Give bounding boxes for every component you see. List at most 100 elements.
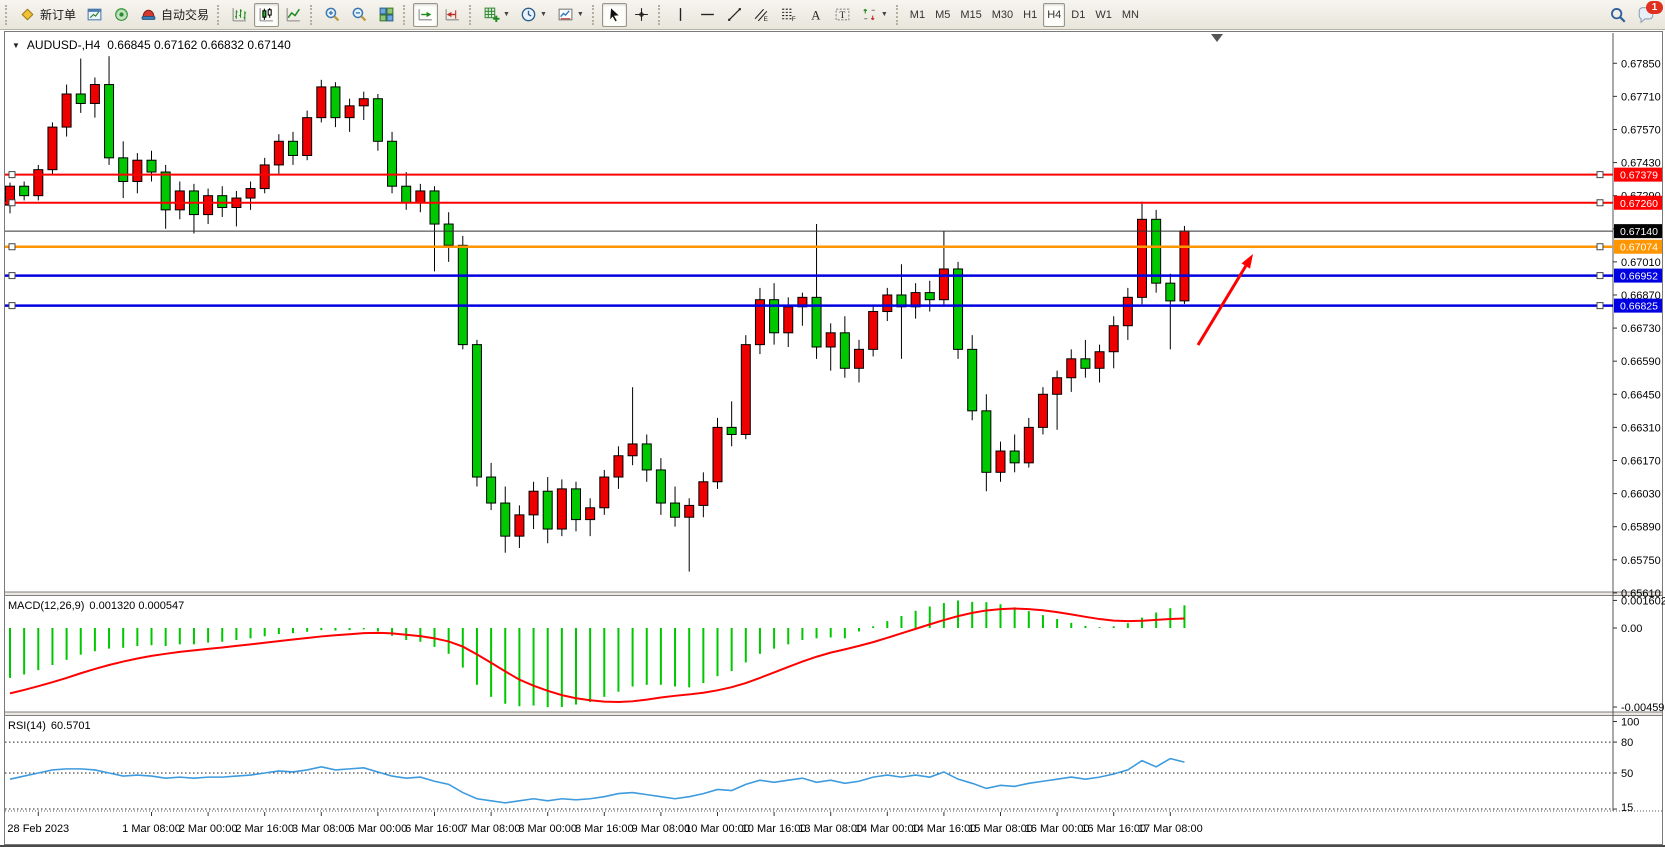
time-tick-label: 10 Mar 16:00 xyxy=(742,823,807,835)
dropdown-caret-icon[interactable]: ▼ xyxy=(503,11,510,18)
tf-d1-button-label: D1 xyxy=(1071,8,1086,21)
chart-dropdown-icon[interactable]: ▼ xyxy=(12,40,20,50)
bar-chart-button[interactable] xyxy=(227,3,252,27)
cursor-button[interactable] xyxy=(601,2,627,27)
notifications-button[interactable]: 1 xyxy=(1637,0,1663,24)
candle-up xyxy=(174,190,185,211)
level-line-handle[interactable] xyxy=(8,272,16,280)
candle-up xyxy=(302,117,313,156)
rsi-axis-label: 50 xyxy=(1621,768,1633,780)
candle-up xyxy=(1179,230,1190,302)
time-tick-label: 1 Mar 08:00 xyxy=(122,823,181,835)
chart-symbol-period: AUDUSD-,H4 xyxy=(26,38,101,52)
tf-m30-button[interactable]: M30 xyxy=(988,3,1017,27)
macd-axis-label: -0.004592 xyxy=(1621,702,1665,714)
tf-mn-button[interactable]: MN xyxy=(1118,3,1143,27)
arrow-annotation-shaft[interactable] xyxy=(1196,265,1248,346)
dropdown-caret-icon[interactable]: ▼ xyxy=(880,11,888,18)
horizontal-line-button[interactable] xyxy=(695,3,720,27)
auto-scroll-button[interactable] xyxy=(413,2,439,27)
level-line-handle[interactable] xyxy=(8,171,16,179)
candle-chart-button[interactable] xyxy=(254,2,280,27)
level-line-handle[interactable] xyxy=(1596,272,1604,280)
tf-h1-button[interactable]: H1 xyxy=(1019,3,1041,27)
charts-button[interactable] xyxy=(82,3,107,27)
candle-up xyxy=(868,311,879,350)
candle-down xyxy=(769,299,780,334)
level-line-handle[interactable] xyxy=(1596,171,1604,179)
crosshair-button[interactable] xyxy=(629,3,654,27)
candle-up xyxy=(1108,325,1119,353)
auto-scroll-icon xyxy=(417,6,434,23)
line-chart-button[interactable] xyxy=(281,3,306,27)
price-tick-label: 0.65750 xyxy=(1621,555,1661,567)
rsi-axis-label: 80 xyxy=(1621,737,1633,749)
tf-h4-button[interactable]: H4 xyxy=(1043,2,1066,27)
chart-shift-marker-icon[interactable] xyxy=(1211,34,1223,42)
dropdown-caret-icon[interactable]: ▼ xyxy=(539,11,547,18)
search-button[interactable] xyxy=(1609,6,1627,24)
vertical-line-button[interactable] xyxy=(668,3,693,27)
candle-up xyxy=(740,344,751,435)
chart-canvas[interactable]: 0.678500.677100.675700.674300.672900.671… xyxy=(0,30,1665,845)
candle-up xyxy=(316,86,327,119)
candle-down xyxy=(372,98,383,142)
templates-icon xyxy=(557,6,574,23)
templates-button[interactable]: ▼ xyxy=(553,3,588,27)
candle-up xyxy=(358,98,369,107)
vline-icon xyxy=(672,6,689,23)
candle-up xyxy=(1122,296,1133,327)
tf-m15-button[interactable]: M15 xyxy=(956,3,985,27)
new-order-button[interactable]: 新订单 xyxy=(15,3,80,27)
toolbar-grip xyxy=(469,4,474,25)
candle-down xyxy=(146,159,157,173)
autotrading-button[interactable]: 自动交易 xyxy=(136,3,213,27)
candle-up xyxy=(783,306,794,334)
pane-separator[interactable] xyxy=(5,592,1662,596)
tf-m1-button[interactable]: M1 xyxy=(906,3,929,27)
price-badge xyxy=(1614,298,1662,313)
tf-d1-button[interactable]: D1 xyxy=(1067,3,1089,27)
channel-button[interactable]: E xyxy=(749,3,774,27)
level-line-handle[interactable] xyxy=(1596,243,1604,251)
candle-down xyxy=(19,185,30,197)
zoom-out-button[interactable] xyxy=(347,3,372,27)
candle-down xyxy=(457,244,468,346)
macd-signal-line xyxy=(9,607,1185,704)
candle-down xyxy=(967,348,978,412)
arrows-button[interactable]: ▼ xyxy=(857,3,892,27)
tile-windows-button[interactable] xyxy=(374,3,399,27)
text-label-button[interactable]: T xyxy=(830,3,855,27)
indicators-button[interactable]: ▼ xyxy=(479,3,514,27)
level-line-handle[interactable] xyxy=(8,302,16,310)
level-line-handle[interactable] xyxy=(8,243,16,251)
candle-up xyxy=(259,164,270,190)
periods-button[interactable]: ▼ xyxy=(516,3,551,27)
candle-down xyxy=(330,86,341,119)
tf-w1-button[interactable]: W1 xyxy=(1091,3,1116,27)
price-badge xyxy=(1614,167,1662,182)
trendline-button[interactable] xyxy=(722,3,747,27)
pane-separator[interactable] xyxy=(5,712,1662,716)
price-badge xyxy=(1614,224,1662,239)
zoom-in-button[interactable] xyxy=(320,3,345,27)
toolbar-grip xyxy=(5,4,10,25)
candle-up xyxy=(245,188,256,199)
arrow-annotation-head[interactable] xyxy=(1241,254,1253,269)
level-line-handle[interactable] xyxy=(8,199,16,207)
expert-advisors-button[interactable] xyxy=(109,3,134,27)
time-tick-label: 17 Mar 08:00 xyxy=(1138,823,1203,835)
macd-values: 0.001320 0.000547 xyxy=(89,600,185,612)
fibonacci-button[interactable]: F xyxy=(776,3,801,27)
tf-m5-button[interactable]: M5 xyxy=(931,3,954,27)
chart-shift-button[interactable] xyxy=(440,3,465,27)
candle-up xyxy=(514,514,525,537)
arrow-annotation[interactable] xyxy=(1196,254,1253,346)
dropdown-caret-icon[interactable]: ▼ xyxy=(576,11,584,18)
text-button[interactable]: A xyxy=(803,3,828,27)
level-line-handle[interactable] xyxy=(1596,302,1604,310)
candle-down xyxy=(542,490,553,530)
level-line-handle[interactable] xyxy=(1596,199,1604,207)
chart-ohlc-values: 0.66845 0.67162 0.66832 0.67140 xyxy=(107,38,291,52)
price-tick-label: 0.65610 xyxy=(1621,588,1661,600)
